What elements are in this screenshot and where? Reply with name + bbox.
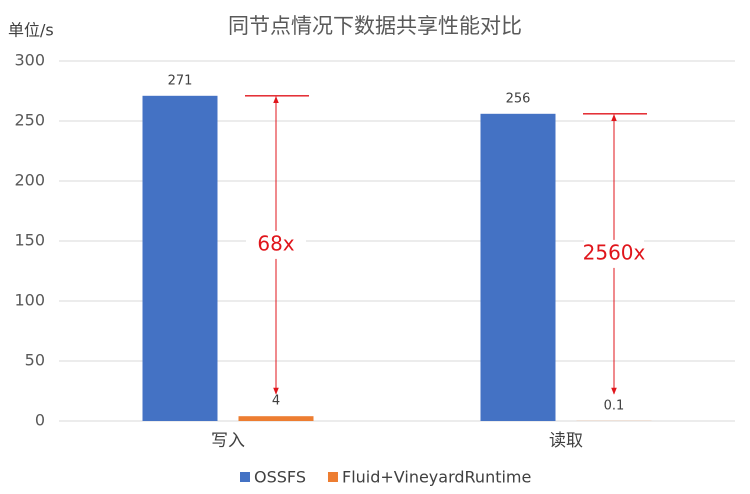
y-tick-label: 300 (14, 51, 45, 70)
data-label: 271 (168, 73, 193, 88)
annotation-bg (246, 230, 306, 259)
y-tick-label: 50 (25, 351, 45, 370)
data-label: 4 (272, 394, 280, 409)
bar (238, 416, 314, 421)
bar (480, 113, 556, 422)
bar (142, 95, 218, 422)
legend-swatch (327, 472, 338, 482)
y-tick-label: 250 (14, 111, 45, 130)
annotation-bg (584, 239, 644, 268)
y-tick-label: 0 (35, 411, 45, 430)
annotation: 2560x (583, 240, 646, 264)
legend-swatch (240, 472, 250, 482)
data-label: 0.1 (604, 398, 625, 413)
x-tick-label: 读取 (549, 431, 583, 451)
annotation: 68x (257, 231, 294, 255)
legend-label: OSSFS (254, 468, 306, 487)
y-axis-label: 单位/s (8, 21, 54, 40)
y-tick-label: 150 (14, 231, 45, 250)
x-tick-label: 写入 (211, 431, 245, 451)
y-tick-label: 100 (14, 291, 45, 310)
legend-label: Fluid+VineyardRuntime (342, 468, 531, 487)
chart-title: 同节点情况下数据共享性能对比 (228, 14, 522, 38)
y-tick-label: 200 (14, 171, 45, 190)
data-label: 256 (506, 91, 531, 106)
